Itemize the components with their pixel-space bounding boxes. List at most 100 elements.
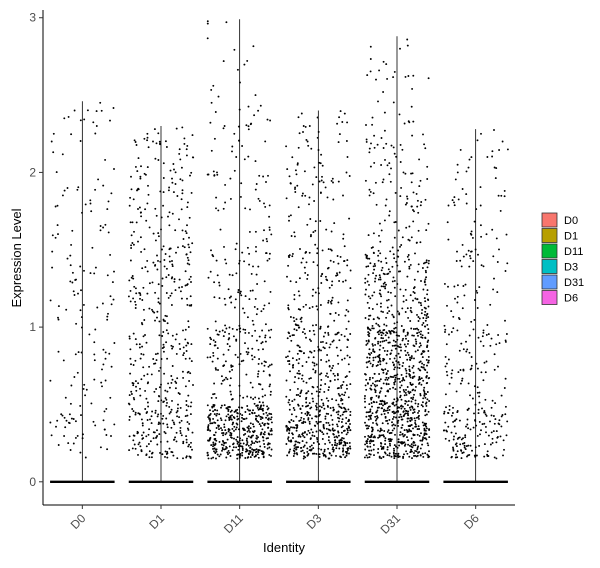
data-point xyxy=(74,420,77,423)
data-point xyxy=(175,251,177,254)
data-point xyxy=(337,431,340,434)
data-point xyxy=(386,332,389,335)
data-point xyxy=(393,279,396,282)
data-point xyxy=(389,387,391,390)
data-point xyxy=(214,442,217,445)
data-point xyxy=(424,278,427,281)
data-point xyxy=(420,377,423,380)
data-point xyxy=(390,431,393,434)
data-point xyxy=(256,406,259,409)
data-point xyxy=(303,436,306,439)
data-point xyxy=(327,421,330,424)
data-point xyxy=(365,424,368,427)
data-point xyxy=(290,235,293,237)
data-point xyxy=(286,337,289,340)
data-point xyxy=(379,278,382,281)
data-point xyxy=(134,307,137,309)
data-point xyxy=(393,286,396,289)
data-point xyxy=(476,386,479,389)
data-point xyxy=(470,367,473,370)
data-point xyxy=(443,324,446,327)
data-point xyxy=(376,384,379,387)
data-point xyxy=(221,329,224,332)
data-point xyxy=(327,332,330,334)
data-point xyxy=(392,451,395,454)
data-point xyxy=(347,396,350,399)
data-point xyxy=(384,437,387,440)
data-point xyxy=(50,140,53,143)
data-point xyxy=(161,347,164,350)
data-point xyxy=(368,456,371,459)
data-point xyxy=(305,138,308,141)
data-point xyxy=(505,233,508,236)
data-point xyxy=(330,454,333,457)
data-point xyxy=(178,421,181,424)
data-point xyxy=(294,443,297,446)
data-point xyxy=(217,369,219,371)
data-point xyxy=(188,304,191,307)
data-point xyxy=(262,307,265,310)
data-point xyxy=(237,291,240,294)
data-point xyxy=(315,324,318,326)
data-point xyxy=(465,193,468,196)
data-point xyxy=(386,422,389,425)
data-point xyxy=(364,373,367,376)
data-point xyxy=(322,335,325,338)
data-point xyxy=(162,177,165,179)
data-point xyxy=(420,383,423,386)
data-point xyxy=(345,140,348,142)
data-point xyxy=(237,448,240,451)
data-point xyxy=(236,436,239,439)
data-point xyxy=(174,338,177,341)
data-point xyxy=(226,438,229,441)
data-point xyxy=(186,414,189,417)
data-point xyxy=(404,311,407,313)
data-point xyxy=(225,431,228,434)
data-point xyxy=(174,289,177,292)
data-point xyxy=(260,362,263,365)
data-point xyxy=(209,419,211,422)
data-point xyxy=(346,264,349,267)
data-point xyxy=(155,359,158,362)
data-point xyxy=(223,378,226,381)
data-point xyxy=(142,286,145,289)
data-point xyxy=(365,388,368,391)
data-point xyxy=(400,244,403,246)
data-point xyxy=(378,329,381,332)
data-point xyxy=(287,426,290,429)
data-point xyxy=(413,345,416,348)
data-point xyxy=(163,430,166,433)
data-point xyxy=(302,417,305,420)
data-point xyxy=(506,420,509,423)
data-point xyxy=(335,274,338,277)
data-point xyxy=(176,407,179,410)
data-point xyxy=(424,283,427,286)
data-point xyxy=(335,447,338,450)
data-point xyxy=(139,297,141,300)
data-point xyxy=(367,234,370,237)
data-point xyxy=(398,113,401,116)
data-point xyxy=(403,328,406,331)
data-point xyxy=(191,448,193,451)
data-point xyxy=(77,186,80,189)
data-point xyxy=(467,427,470,430)
data-point xyxy=(262,175,265,178)
data-point xyxy=(302,445,305,448)
data-point xyxy=(343,440,346,443)
data-point xyxy=(244,331,247,334)
data-point xyxy=(311,417,313,420)
data-point xyxy=(426,266,429,269)
data-point xyxy=(413,375,416,378)
data-point xyxy=(386,299,388,302)
data-point xyxy=(288,450,291,453)
data-point xyxy=(324,275,327,278)
data-point xyxy=(461,379,463,382)
data-point xyxy=(344,408,347,411)
data-point xyxy=(182,442,185,445)
data-point xyxy=(132,198,135,201)
data-point xyxy=(102,184,105,187)
data-point xyxy=(175,352,178,355)
data-point xyxy=(374,264,377,267)
legend-label: D3 xyxy=(564,262,578,274)
data-point xyxy=(248,252,251,255)
